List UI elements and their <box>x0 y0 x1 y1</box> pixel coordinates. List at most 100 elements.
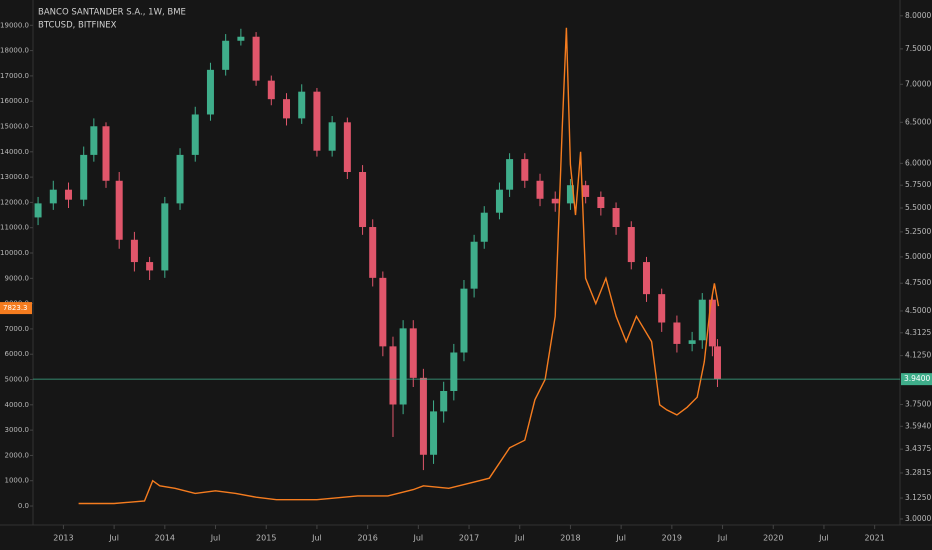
candle-body <box>713 346 721 380</box>
y-tick-label: 0.0 <box>18 502 29 510</box>
x-tick-label: Jul <box>108 534 119 543</box>
y-tick-label: 11000.0 <box>0 224 29 232</box>
candle-body <box>369 227 377 278</box>
y-tick-label: 2000.0 <box>5 451 30 459</box>
x-tick-label: Jul <box>717 534 728 543</box>
candle-body <box>389 346 397 405</box>
x-tick-label: 2019 <box>662 534 682 543</box>
candle-body <box>708 299 716 347</box>
y2-tick-label: 7.5000 <box>905 44 931 53</box>
candle-body <box>359 171 367 228</box>
candle-body <box>206 69 214 115</box>
y2-tick-label: 5.0000 <box>905 252 931 261</box>
y2-tick-label: 3.5940 <box>905 421 931 430</box>
candle-body <box>440 390 448 412</box>
x-tick-label: 2020 <box>763 534 783 543</box>
y-tick-label: 19000.0 <box>0 21 29 29</box>
y-tick-label: 14000.0 <box>0 148 29 156</box>
candle-body <box>582 185 590 197</box>
y2-tick-label: 4.5000 <box>905 306 931 315</box>
y2-tick-label: 5.7500 <box>905 180 931 189</box>
y-tick-label: 18000.0 <box>0 47 29 55</box>
candle-body <box>343 122 351 172</box>
candle-body <box>409 328 417 378</box>
y2-tick-label: 8.0000 <box>905 11 931 20</box>
y-tick-label: 7000.0 <box>5 325 30 333</box>
candle-body <box>328 122 336 151</box>
x-tick-label: 2016 <box>357 534 377 543</box>
candle-body <box>419 377 427 455</box>
y-tick-label: 5000.0 <box>5 376 30 384</box>
y2-tick-label: 3.7500 <box>905 400 931 409</box>
candle-body <box>191 114 199 155</box>
last-value-label: 3.9400 <box>904 374 930 383</box>
x-tick-label: Jul <box>514 534 525 543</box>
y-tick-label: 4000.0 <box>5 401 30 409</box>
y-tick-label: 1000.0 <box>5 477 30 485</box>
x-tick-label: 2013 <box>53 534 73 543</box>
y2-tick-label: 4.1250 <box>905 351 931 360</box>
candle-body <box>658 294 666 323</box>
y-tick-label: 3000.0 <box>5 426 30 434</box>
y-tick-label: 6000.0 <box>5 350 30 358</box>
candle-body <box>283 99 291 119</box>
candle-body <box>252 36 260 81</box>
y2-tick-label: 3.2815 <box>905 468 931 477</box>
y-tick-label: 13000.0 <box>0 173 29 181</box>
candle-body <box>551 198 559 204</box>
y2-tick-label: 4.3125 <box>905 328 931 337</box>
x-tick-label: 2015 <box>256 534 276 543</box>
candle-body <box>480 212 488 242</box>
y2-tick-label: 6.5000 <box>905 117 931 126</box>
candle-body <box>627 227 635 263</box>
legend-entry: BANCO SANTANDER S.A., 1W, BME <box>38 8 186 18</box>
y-tick-label: 12000.0 <box>0 198 29 206</box>
candle-body <box>688 340 696 344</box>
x-tick-label: Jul <box>210 534 221 543</box>
candle-body <box>399 328 407 405</box>
candle-body <box>176 154 184 204</box>
candle-body <box>612 208 620 228</box>
candle-body <box>237 36 245 41</box>
candle-body <box>460 288 468 353</box>
y2-tick-label: 5.2500 <box>905 227 931 236</box>
x-tick-label: Jul <box>818 534 829 543</box>
candle-body <box>34 203 42 218</box>
legend-entry: BTCUSD, BITFINEX <box>38 21 117 31</box>
candle-body <box>450 352 458 391</box>
candle-body <box>222 40 230 70</box>
candle-body <box>597 196 605 209</box>
candle-body <box>698 299 706 341</box>
candle-body <box>130 239 138 263</box>
x-tick-label: Jul <box>615 534 626 543</box>
y2-tick-label: 3.0000 <box>905 514 931 523</box>
candle-body <box>49 189 57 204</box>
y-tick-label: 9000.0 <box>5 274 30 282</box>
y-tick-label: 16000.0 <box>0 97 29 105</box>
x-tick-label: Jul <box>311 534 322 543</box>
candle-body <box>115 180 123 240</box>
y-tick-label: 15000.0 <box>0 123 29 131</box>
candle-body <box>313 91 321 151</box>
candle-body <box>521 159 529 181</box>
candle-body <box>267 80 275 100</box>
candle-body <box>64 189 72 200</box>
x-tick-label: 2014 <box>155 534 175 543</box>
candle-body <box>536 180 544 199</box>
y2-tick-label: 4.7500 <box>905 278 931 287</box>
x-tick-label: 2021 <box>864 534 884 543</box>
y2-tick-label: 3.4375 <box>905 444 931 453</box>
y2-tick-label: 3.1250 <box>905 493 931 502</box>
y2-tick-label: 7.0000 <box>905 79 931 88</box>
candle-body <box>146 262 154 271</box>
last-value-label: 7823.3 <box>3 304 28 312</box>
x-tick-label: 2018 <box>560 534 580 543</box>
candle-body <box>495 189 503 213</box>
y2-tick-label: 5.5000 <box>905 203 931 212</box>
candle-body <box>470 241 478 289</box>
candle-body <box>379 277 387 347</box>
candle-body <box>642 262 650 295</box>
candle-body <box>673 322 681 344</box>
